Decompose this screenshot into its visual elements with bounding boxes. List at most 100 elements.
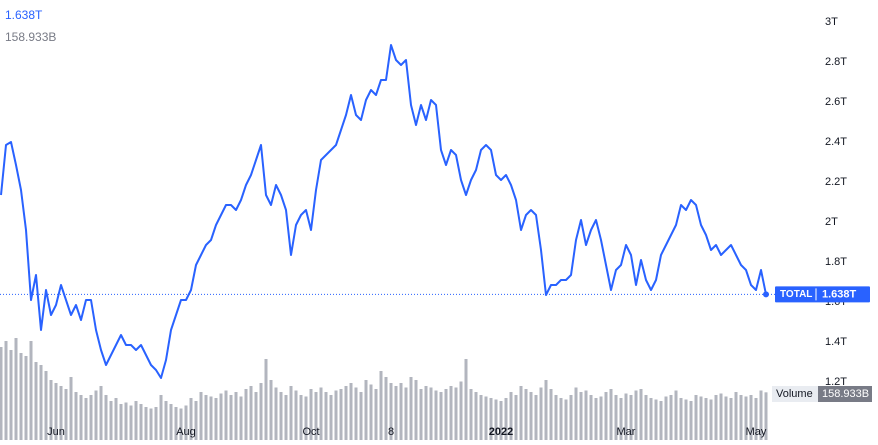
volume-bar xyxy=(444,389,448,440)
volume-bar xyxy=(474,392,478,440)
volume-bar xyxy=(24,356,28,440)
y-tick-label: 2T xyxy=(825,216,838,228)
volume-bar xyxy=(189,398,193,440)
volume-bar xyxy=(469,389,473,440)
volume-bar xyxy=(384,377,388,440)
volume-bar xyxy=(419,389,423,440)
volume-bar xyxy=(114,398,118,440)
y-tick-label: 1.8T xyxy=(825,256,847,268)
x-tick-label: Oct xyxy=(302,426,319,438)
volume-bar xyxy=(249,386,253,440)
volume-bar xyxy=(424,386,428,440)
legend-price: 1.638T xyxy=(5,8,43,22)
y-tick-label: 1.2T xyxy=(825,376,847,388)
volume-bar xyxy=(89,395,93,440)
volume-bar xyxy=(144,407,148,440)
x-tick-label: Jun xyxy=(47,426,65,438)
y-tick-label: 3T xyxy=(825,16,838,28)
volume-bar xyxy=(84,398,88,440)
volume-bar xyxy=(639,389,643,440)
volume-bar xyxy=(19,353,23,440)
volume-bar xyxy=(449,386,453,440)
volume-bar xyxy=(69,377,73,440)
price-label-box xyxy=(775,286,870,303)
volume-bar xyxy=(589,395,593,440)
volume-label-value: 158.933B xyxy=(822,388,869,400)
volume-bar xyxy=(559,398,563,440)
volume-bar xyxy=(304,396,308,440)
volume-bar xyxy=(229,395,233,440)
volume-bar xyxy=(199,392,203,440)
volume-bar xyxy=(204,395,208,440)
volume-bar xyxy=(269,380,273,440)
volume-bar xyxy=(489,398,493,440)
volume-bar xyxy=(699,396,703,440)
volume-bar xyxy=(104,395,108,440)
volume-bar xyxy=(264,359,268,440)
volume-bar xyxy=(504,398,508,440)
volume-bar xyxy=(214,398,218,440)
volume-bar xyxy=(544,380,548,440)
volume-bar xyxy=(14,338,18,440)
volume-bar xyxy=(309,389,313,440)
volume-bar xyxy=(149,408,153,440)
volume-bar xyxy=(539,387,543,440)
volume-bar xyxy=(454,387,458,440)
volume-bar xyxy=(534,395,538,440)
volume-bar xyxy=(494,399,498,440)
volume-bar xyxy=(404,387,408,440)
volume-bar xyxy=(369,384,373,440)
volume-bar xyxy=(644,395,648,440)
price-label-name: TOTAL xyxy=(780,289,812,300)
volume-bar xyxy=(279,392,283,440)
volume-bar xyxy=(579,392,583,440)
volume-bar xyxy=(124,402,128,440)
volume-bar xyxy=(629,395,633,440)
volume-bar xyxy=(464,359,468,440)
volume-bar xyxy=(399,383,403,440)
volume-bar xyxy=(334,390,338,440)
volume-bar xyxy=(99,386,103,440)
volume-bar xyxy=(484,396,488,440)
volume-bar xyxy=(679,398,683,440)
x-tick-label: Mar xyxy=(617,426,636,438)
volume-bar xyxy=(54,383,58,440)
volume-bar xyxy=(379,371,383,440)
x-tick-label: 8 xyxy=(388,426,394,438)
volume-bar xyxy=(509,392,513,440)
volume-bar xyxy=(624,393,628,440)
volume-bar xyxy=(744,396,748,440)
volume-bar xyxy=(94,390,98,440)
y-tick-label: 2.4T xyxy=(825,136,847,148)
x-tick-label: Aug xyxy=(176,426,196,438)
volume-bar xyxy=(564,399,568,440)
volume-bar xyxy=(479,395,483,440)
volume-bar xyxy=(154,407,158,440)
volume-bar xyxy=(594,398,598,440)
volume-bar xyxy=(654,399,658,440)
volume-bar xyxy=(749,395,753,440)
volume-bar xyxy=(184,405,188,440)
volume-bar xyxy=(409,377,413,440)
volume-bar xyxy=(39,365,43,440)
volume-bar xyxy=(514,395,518,440)
volume-bar xyxy=(194,401,198,440)
volume-bar xyxy=(289,386,293,440)
volume-bar xyxy=(244,389,248,440)
x-tick-label: May xyxy=(746,426,767,438)
volume-bar xyxy=(529,392,533,440)
volume-bar xyxy=(319,387,323,440)
volume-bar xyxy=(274,387,278,440)
volume-label-name-box xyxy=(772,386,818,402)
volume-bar xyxy=(729,398,733,440)
volume-bar xyxy=(34,362,38,440)
volume-bar xyxy=(139,404,143,440)
volume-bar xyxy=(109,401,113,440)
volume-bar xyxy=(609,389,613,440)
volume-bar xyxy=(349,383,353,440)
volume-bar xyxy=(684,399,688,440)
volume-bar xyxy=(324,392,328,440)
volume-bar xyxy=(739,395,743,440)
volume-bar xyxy=(734,392,738,440)
